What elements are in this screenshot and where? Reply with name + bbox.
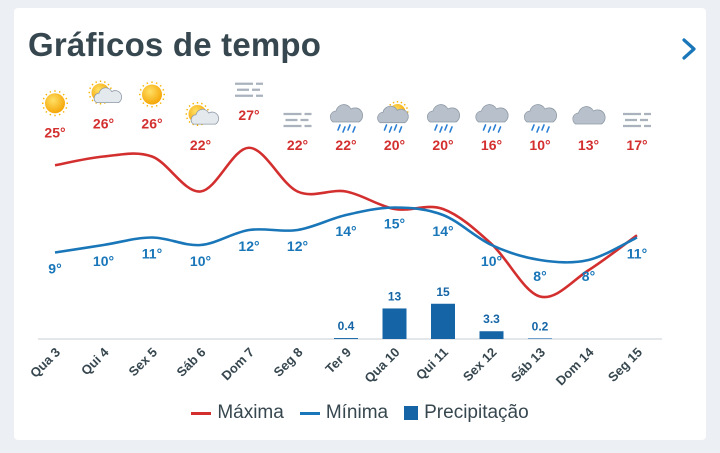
chevron-right-icon[interactable] — [676, 34, 702, 64]
weather-chart: 0.4 13 15 3.3 0.2 25° 26° 26° 22° 27° 22° 22° 20° 20°… — [27, 80, 662, 388]
legend-item-min: Mínima — [299, 402, 389, 424]
x-tick-label: Sex 5 — [125, 345, 160, 380]
cloud-rain-icon — [523, 104, 557, 133]
min-temp-label: 10° — [481, 253, 502, 269]
x-tick-label: Dom 7 — [218, 345, 257, 384]
precip-bar — [528, 338, 552, 339]
x-tick-label: Sáb 13 — [508, 345, 548, 385]
x-tick-label: Seg 15 — [605, 345, 645, 385]
precip-label: 0.4 — [338, 319, 355, 333]
precip-label: 3.3 — [483, 312, 500, 326]
min-temp-label: 11° — [142, 246, 162, 262]
min-temp-label: 14° — [335, 223, 356, 239]
x-tick-label: Qui 11 — [413, 345, 451, 383]
legend-label-max: Máxima — [217, 402, 284, 423]
fog-icon — [623, 112, 651, 128]
weather-chart-card: Gráficos de tempo 0.4 13 15 3.3 0.2 25° 26° 26°… — [14, 8, 706, 440]
precip-bar — [431, 303, 455, 339]
x-tick-label: Seg 8 — [270, 345, 305, 380]
legend-item-max: Máxima — [191, 402, 284, 424]
sun-icon — [42, 90, 68, 117]
sun-cloud-rain-icon — [377, 101, 409, 133]
precip-bar — [479, 331, 504, 339]
min-temp-label: 12° — [238, 238, 259, 254]
max-temp-label: 22° — [335, 137, 356, 153]
max-temp-label: 17° — [626, 137, 647, 153]
max-temp-label: 27° — [238, 107, 259, 123]
cloud-rain-icon — [329, 104, 363, 133]
min-temp-label: 10° — [190, 253, 211, 269]
max-temp-label: 26° — [141, 116, 162, 132]
legend-swatch-min — [299, 411, 320, 415]
precip-bar — [382, 308, 407, 339]
x-tick-label: Ter 9 — [322, 345, 354, 377]
min-temp-label: 8° — [582, 268, 595, 284]
fog-icon — [235, 82, 263, 97]
fog-icon — [283, 112, 312, 128]
page-title: Gráficos de tempo — [28, 26, 322, 63]
min-temp-label: 9° — [48, 261, 61, 277]
x-tick-label: Qua 10 — [361, 345, 402, 386]
legend-swatch-precip — [404, 406, 419, 420]
chart-legend: Máxima Mínima Precipitação — [14, 400, 706, 426]
max-temp-label: 20° — [384, 137, 405, 153]
cloud-icon — [572, 106, 606, 125]
min-temp-label: 14° — [432, 223, 453, 239]
precip-bar — [334, 338, 358, 339]
max-temp-label: 26° — [93, 116, 114, 132]
max-temp-label: 22° — [287, 137, 308, 153]
cloud-rain-icon — [475, 104, 509, 133]
min-temp-label: 11° — [627, 246, 647, 262]
min-temp-label: 12° — [287, 238, 308, 254]
sun-cloud-icon — [88, 80, 123, 105]
min-temp-label: 10° — [93, 253, 114, 269]
legend-label-precip: Precipitação — [424, 402, 529, 423]
precip-label: 15 — [436, 285, 450, 299]
max-temp-line — [54, 146, 638, 299]
x-tick-label: Qui 4 — [78, 344, 112, 378]
x-tick-label: Dom 14 — [553, 344, 597, 388]
min-temp-label: 15° — [384, 216, 405, 232]
max-temp-label: 20° — [432, 137, 453, 153]
legend-label-min: Mínima — [325, 402, 389, 423]
x-tick-label: Qua 3 — [27, 345, 63, 381]
x-tick-label: Sáb 6 — [173, 345, 208, 380]
max-temp-label: 16° — [481, 137, 502, 153]
max-temp-label: 10° — [529, 137, 550, 153]
precip-label: 13 — [388, 289, 402, 303]
legend-item-precip: Precipitação — [404, 402, 529, 424]
precip-label: 0.2 — [532, 319, 549, 333]
max-temp-label: 22° — [190, 137, 211, 153]
sun-icon — [139, 81, 165, 108]
max-temp-label: 13° — [578, 137, 599, 153]
min-temp-label: 8° — [533, 268, 546, 284]
sun-cloud-icon — [185, 102, 220, 126]
legend-swatch-max — [191, 411, 212, 415]
max-temp-label: 25° — [44, 124, 65, 140]
cloud-rain-icon — [426, 104, 460, 133]
min-temp-line — [54, 206, 638, 264]
x-tick-label: Sex 12 — [460, 345, 500, 385]
